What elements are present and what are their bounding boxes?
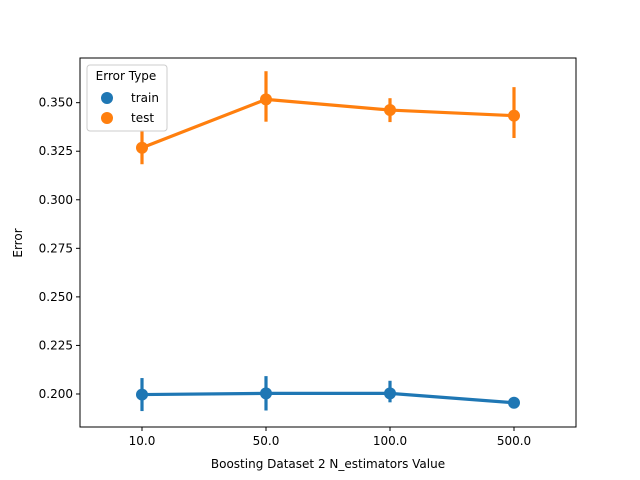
legend-title: Error Type bbox=[96, 69, 157, 83]
data-point-train-0 bbox=[136, 388, 148, 401]
y-tick-label: 0.275 bbox=[39, 241, 73, 255]
legend: Error Type train test bbox=[86, 64, 168, 132]
x-tick-label: 50.0 bbox=[253, 434, 280, 448]
axes: 0.200 0.225 0.250 0.275 0.300 0.325 0.350 10.0 5… bbox=[39, 57, 577, 448]
y-tick-label: 0.225 bbox=[39, 338, 73, 352]
series-line-train bbox=[140, 391, 516, 405]
y-tick-label: 0.325 bbox=[39, 144, 73, 158]
axes-frame bbox=[79, 57, 577, 428]
x-tick-label: 100.0 bbox=[373, 434, 407, 448]
data-point-test-1 bbox=[260, 93, 272, 106]
data-point-train-2 bbox=[384, 387, 396, 400]
data-point-train-3 bbox=[508, 396, 520, 409]
y-tick-label: 0.250 bbox=[39, 290, 73, 304]
y-tick-label: 0.300 bbox=[39, 193, 73, 207]
x-tick-label: 500.0 bbox=[497, 434, 531, 448]
legend-marker-train bbox=[101, 92, 113, 104]
data-point-test-0 bbox=[136, 141, 148, 154]
y-tick-label: 0.350 bbox=[39, 96, 73, 110]
data-point-test-2 bbox=[384, 104, 396, 117]
legend-label-train: train bbox=[131, 91, 159, 105]
y-axis-label: Error bbox=[11, 228, 25, 257]
plot-area bbox=[136, 71, 520, 412]
series-line-test bbox=[140, 97, 516, 150]
data-point-train-1 bbox=[260, 387, 272, 400]
x-tick-label: 10.0 bbox=[129, 434, 156, 448]
data-point-test-3 bbox=[508, 109, 520, 122]
y-tick-label: 0.200 bbox=[39, 387, 73, 401]
legend-label-test: test bbox=[131, 111, 154, 125]
legend-marker-test bbox=[101, 112, 113, 124]
x-axis-label: Boosting Dataset 2 N_estimators Value bbox=[211, 457, 445, 471]
